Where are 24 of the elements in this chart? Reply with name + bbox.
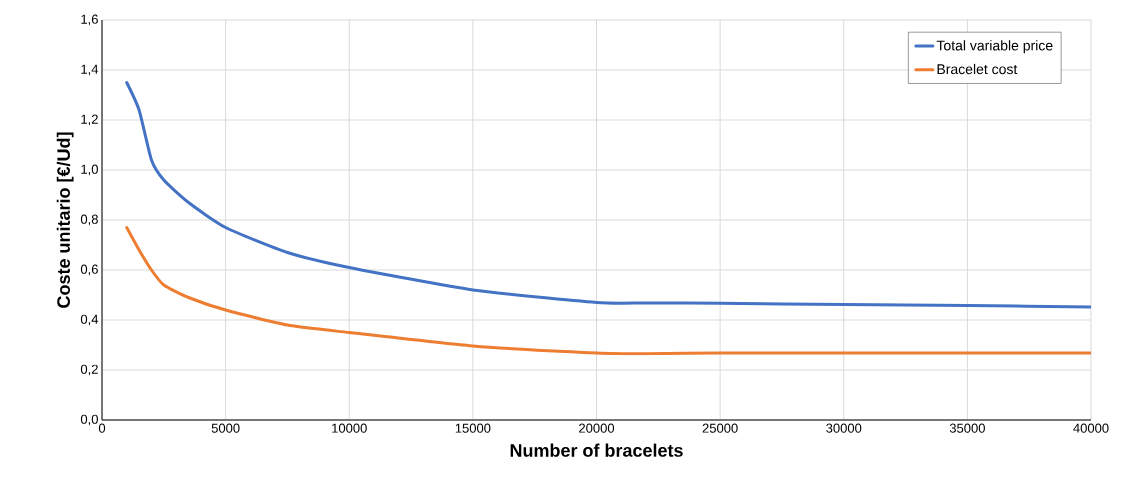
x-tick-label: 20000 [579,423,615,433]
x-axis-title: Number of bracelets [510,443,683,457]
y-tick-label: 1,2 [81,114,98,126]
x-tick-label: 15000 [455,423,491,433]
x-tick-label: 40000 [1073,423,1109,433]
y-tick-label: 1,0 [81,164,98,176]
line-series [125,81,1092,309]
line-series [125,226,1092,356]
y-tick-label: 0,8 [80,214,98,226]
x-tick-label: 0 [98,423,106,433]
x-tick-label: 10000 [332,423,367,433]
y-tick-label: 1,6 [81,14,98,26]
x-tick-label: 25000 [702,423,738,433]
y-tick-label: 0,0 [80,414,98,426]
y-tick-label: 0,2 [80,364,98,376]
x-tick-label: 35000 [949,423,985,433]
x-tick-label: 5000 [211,423,240,433]
y-tick-label: 1,4 [81,64,99,76]
x-tick-label: 30000 [826,423,862,433]
y-tick-label: 0,4 [80,314,99,326]
y-axis-title: Coste unitario [€/Ud] [56,132,74,308]
legend-label: Total variable price [936,40,1053,54]
legend-label: Bracelet cost [937,63,1018,75]
y-tick-label: 0,6 [80,264,98,276]
